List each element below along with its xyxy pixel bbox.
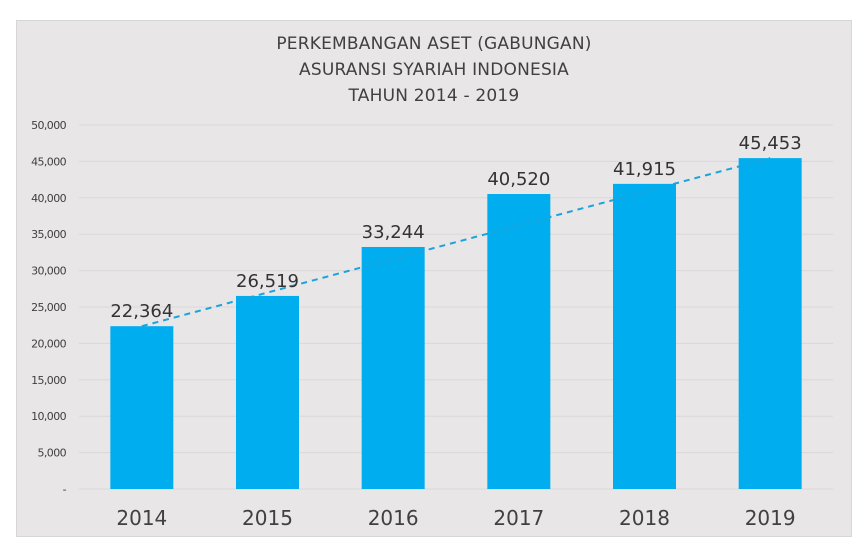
y-tick-label: 45,000 xyxy=(31,155,66,168)
data-label: 26,519 xyxy=(236,271,299,292)
y-tick-label: 30,000 xyxy=(31,265,66,278)
y-tick-label: 20,000 xyxy=(31,337,66,350)
data-label: 41,915 xyxy=(613,159,676,180)
y-tick-label: 35,000 xyxy=(31,228,66,241)
y-tick-label: 15,000 xyxy=(31,374,66,387)
data-label: 22,364 xyxy=(110,301,173,322)
y-tick-label: 50,000 xyxy=(31,119,66,132)
bar-2016 xyxy=(361,246,425,489)
trendline xyxy=(141,157,771,328)
bar-2017 xyxy=(487,194,551,489)
data-label: 33,244 xyxy=(362,222,425,243)
x-tick-label: 2017 xyxy=(493,506,544,530)
x-tick-label: 2014 xyxy=(116,506,167,530)
bar-2019 xyxy=(738,158,802,489)
data-label: 40,520 xyxy=(487,169,550,190)
y-tick-label: 10,000 xyxy=(31,410,66,423)
chart-title-line-3: TAHUN 2014 - 2019 xyxy=(348,86,520,106)
y-tick-label: - xyxy=(63,483,67,496)
bar-2015 xyxy=(236,295,299,489)
y-tick-label: 25,000 xyxy=(31,301,66,314)
x-tick-label: 2019 xyxy=(745,506,796,530)
y-tick-label: 5,000 xyxy=(38,447,67,460)
x-tick-label: 2016 xyxy=(368,506,419,530)
bar-2014 xyxy=(110,326,174,489)
data-label: 45,453 xyxy=(739,133,802,154)
x-tick-label: 2015 xyxy=(242,506,293,530)
chart-title-line-2: ASURANSI SYARIAH INDONESIA xyxy=(299,60,569,80)
chart-title-line-1: PERKEMBANGAN ASET (GABUNGAN) xyxy=(276,34,592,54)
x-tick-label: 2018 xyxy=(619,506,670,530)
y-tick-label: 40,000 xyxy=(31,192,66,205)
bar-2018 xyxy=(613,183,676,489)
